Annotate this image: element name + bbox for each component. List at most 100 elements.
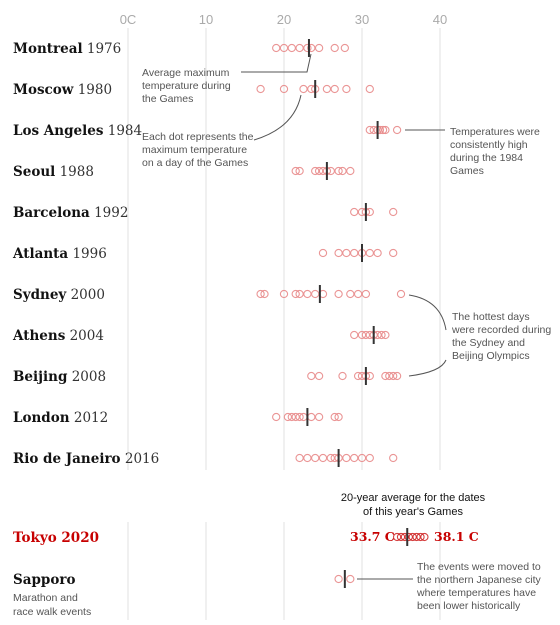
temperature-dot <box>365 248 374 258</box>
city-name: Sapporo <box>13 572 76 588</box>
temperature-dot <box>314 371 324 381</box>
annotation-average: temperature during <box>142 80 231 92</box>
temperature-dot <box>389 371 398 381</box>
temperature-dot <box>350 453 359 463</box>
annotation-hottest-leader <box>408 359 447 377</box>
games-row: Athens 2004 <box>12 326 390 344</box>
temperature-dot <box>311 289 320 299</box>
temperature-dot <box>283 412 293 422</box>
temperature-dot <box>287 43 296 53</box>
temperature-dot <box>381 125 390 135</box>
temperature-dot <box>392 125 402 135</box>
temperature-dot <box>353 371 363 381</box>
x-tick-label: 30 <box>355 12 369 27</box>
annotation-dot-leader <box>253 94 302 141</box>
x-tick-label: 40 <box>433 12 447 27</box>
annotation-dot: maximum temperature <box>142 144 247 156</box>
annotation-dot: Each dot represents the <box>142 131 254 143</box>
temperature-dot <box>357 453 367 463</box>
temperature-dot <box>272 43 281 53</box>
temperature-dot <box>279 43 289 53</box>
annotation-hottest: the Sydney and <box>452 337 525 349</box>
temperature-dot <box>392 371 402 381</box>
city-name: Montreal <box>13 41 83 57</box>
temperature-dot <box>350 248 359 258</box>
tokyo-header: 20-year average for the dates <box>341 492 486 504</box>
games-label: Athens 2004 <box>12 328 104 344</box>
temperature-dot <box>303 43 312 53</box>
games-year: 2012 <box>70 410 109 426</box>
games-row: Beijing 2008 <box>13 367 402 385</box>
annotation-dot: on a day of the Games <box>142 157 248 169</box>
temperature-dot <box>326 453 335 463</box>
temperature-dot <box>346 289 355 299</box>
temperature-dot <box>272 412 281 422</box>
city-name: Los Angeles <box>13 123 104 139</box>
temperature-dot <box>361 330 371 340</box>
games-label: Moscow 1980 <box>13 82 112 98</box>
games-row: Moscow 1980 <box>13 80 374 98</box>
temperature-dot <box>365 125 374 135</box>
temperature-dot <box>338 371 347 381</box>
temperature-dot <box>361 289 371 299</box>
temperature-dot <box>346 574 355 584</box>
games-label: Barcelona 1992 <box>13 205 128 221</box>
annotation-hottest: were recorded during <box>451 324 551 336</box>
city-name: Tokyo <box>13 530 57 546</box>
temperature-dot <box>256 84 265 94</box>
temperature-dot <box>412 532 421 542</box>
city-name: Rio de Janeiro <box>13 451 121 467</box>
temperature-dot <box>256 289 265 299</box>
games-label: Atlanta 1996 <box>12 246 107 262</box>
temperature-dot <box>287 412 296 422</box>
tokyo-min-label: 33.7 C <box>350 529 395 544</box>
temperature-dot <box>342 248 351 258</box>
temperature-dot <box>373 248 382 258</box>
temperature-dot <box>303 289 312 299</box>
games-label: Tokyo 2020 <box>13 530 99 546</box>
temperature-dot <box>303 453 312 463</box>
annotation-la: consistently high <box>450 139 528 151</box>
temperature-dot <box>389 453 398 463</box>
temperature-dot <box>342 453 351 463</box>
city-name: Seoul <box>13 164 55 180</box>
city-name: Moscow <box>13 82 74 98</box>
annotation-average-leader <box>241 53 312 73</box>
games-row: Tokyo 2020 33.7 C 38.1 C <box>13 528 479 546</box>
annotation-sapporo: been lower historically <box>417 600 521 612</box>
games-row: Seoul 1988 <box>13 162 355 180</box>
temperature-dot <box>291 412 300 422</box>
games-label: London 2012 <box>13 410 108 426</box>
temperature-dot <box>408 532 417 542</box>
temperature-dot <box>299 84 308 94</box>
annotation-hottest: The hottest days <box>452 311 530 323</box>
games-year: 1992 <box>90 205 129 221</box>
games-label: Seoul 1988 <box>13 164 94 180</box>
temperature-dot <box>334 248 343 258</box>
games-year: 2020 <box>57 530 99 546</box>
temperature-dot <box>389 248 398 258</box>
games-year: 1996 <box>68 246 107 262</box>
temperature-dot <box>295 412 304 422</box>
temperature-dot <box>346 166 355 176</box>
temperature-dot <box>396 532 406 542</box>
temperature-dot <box>279 84 289 94</box>
x-axis-ticks: 0C 10 20 30 40 <box>120 12 448 27</box>
city-name: Atlanta <box>12 246 68 262</box>
temperature-dot <box>314 412 324 422</box>
annotation-sapporo: The events were moved to <box>417 561 541 573</box>
annotation-hottest: Beijing Olympics <box>452 350 530 362</box>
temperature-dot <box>291 166 300 176</box>
city-name: Sydney <box>13 287 67 303</box>
city-name: Athens <box>12 328 66 344</box>
games-label: Sydney 2000 <box>13 287 105 303</box>
temperature-dot <box>334 289 343 299</box>
temperature-dot <box>311 453 320 463</box>
annotation-la: Games <box>450 165 484 177</box>
games-year: 2004 <box>65 328 104 344</box>
temperature-dot <box>318 248 328 258</box>
temperature-dot <box>340 43 349 53</box>
temperature-dot <box>334 412 343 422</box>
